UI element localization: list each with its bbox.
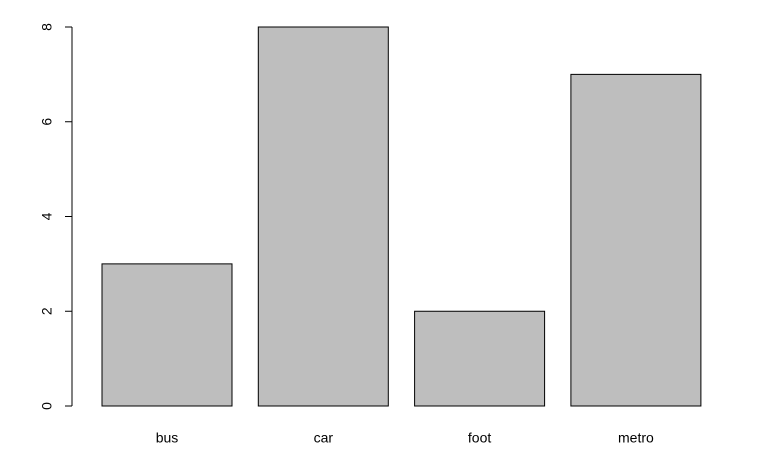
bar xyxy=(101,263,233,407)
y-tick-label: 8 xyxy=(39,23,55,31)
y-tick-label: 0 xyxy=(39,402,55,410)
y-tick-label: 2 xyxy=(39,307,55,315)
bar xyxy=(414,310,546,407)
y-tick-label: 4 xyxy=(39,212,55,220)
x-tick-label: metro xyxy=(618,430,654,446)
x-tick-label: foot xyxy=(468,430,491,446)
bar xyxy=(257,26,389,407)
x-tick-label: car xyxy=(314,430,334,446)
y-tick-label: 6 xyxy=(39,118,55,126)
x-tick-label: bus xyxy=(156,430,179,446)
bar xyxy=(570,73,702,407)
